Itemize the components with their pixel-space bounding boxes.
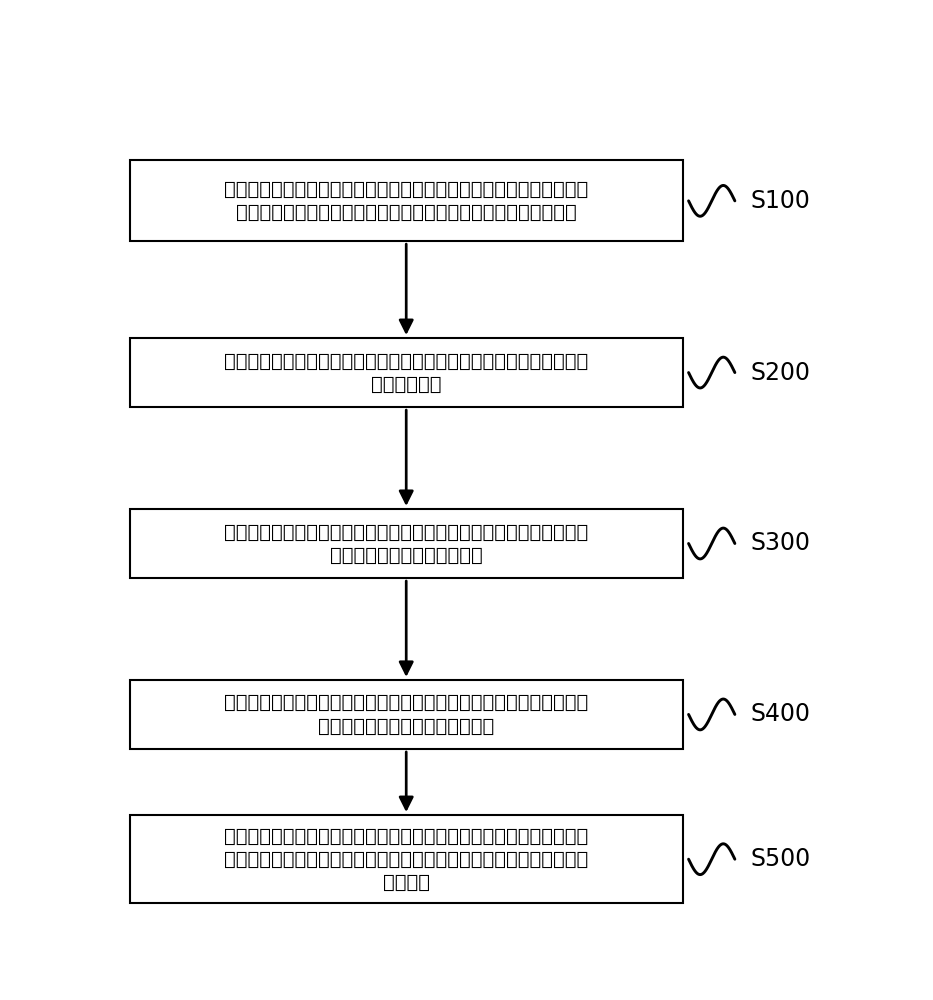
Text: 带宽资源指标: 带宽资源指标: [371, 375, 441, 394]
Bar: [130, 680, 683, 749]
Text: 将相应的路由和传输调度方案发送到区块链网络中的每一个节点，先由: 将相应的路由和传输调度方案发送到区块链网络中的每一个节点，先由: [224, 827, 589, 846]
Text: 根据链路状态信息计算区块链网络拓扑信息，并计算每一个节点的邻近: 根据链路状态信息计算区块链网络拓扑信息，并计算每一个节点的邻近: [224, 352, 589, 371]
Text: S100: S100: [751, 189, 811, 213]
Text: ，得到节点的链路状态信息，并将链路状态信息与对等的节点共享: ，得到节点的链路状态信息，并将链路状态信息与对等的节点共享: [236, 203, 577, 222]
Text: 标最高的一个节点作为根节点: 标最高的一个节点作为根节点: [330, 546, 482, 565]
Bar: [130, 338, 683, 407]
Text: 测量区块链网络中每一个节点与其他对等的节点之间的连接带宽与延迟: 测量区块链网络中每一个节点与其他对等的节点之间的连接带宽与延迟: [224, 180, 589, 199]
Text: S400: S400: [751, 702, 811, 726]
Text: S500: S500: [751, 847, 811, 871]
Text: 以每一个根节点作为树根，生成最大延迟最小化的广播树；并生成所述: 以每一个根节点作为树根，生成最大延迟最小化的广播树；并生成所述: [224, 693, 589, 712]
Bar: [130, 160, 683, 241]
Text: 将区块链网络拓扑图切分成个子图，选出每一个子图中邻近带宽资源指: 将区块链网络拓扑图切分成个子图，选出每一个子图中邻近带宽资源指: [224, 522, 589, 541]
Bar: [130, 509, 683, 578]
Text: 分发网络: 分发网络: [383, 873, 430, 892]
Text: S300: S300: [751, 532, 811, 556]
Bar: [130, 815, 683, 903]
Text: S200: S200: [751, 361, 811, 385]
Text: 广播树的非叶节点的传输调度方案: 广播树的非叶节点的传输调度方案: [318, 716, 494, 735]
Text: 节点将消息委托至根节点，再根据广播树进行应用层广播，形成区块链: 节点将消息委托至根节点，再根据广播树进行应用层广播，形成区块链: [224, 850, 589, 869]
